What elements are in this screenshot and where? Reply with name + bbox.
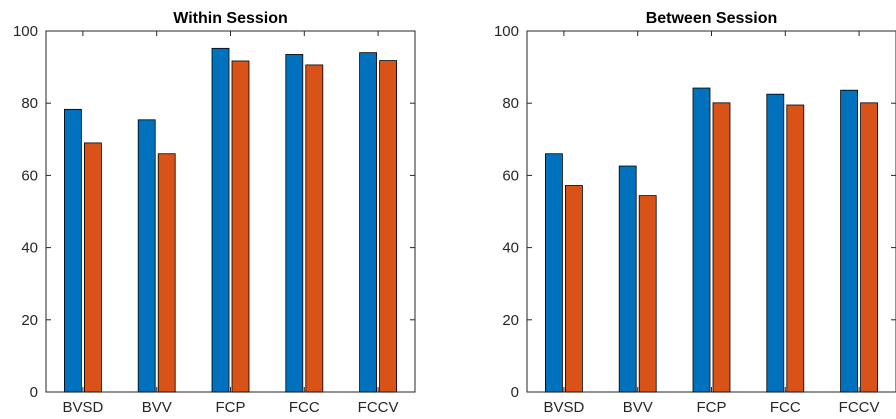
within-session-xtick-label: FCC <box>289 399 320 416</box>
within-session-xtick-label: BVSD <box>62 399 103 416</box>
within-session-bar-bvv-series-1 <box>137 119 156 393</box>
within-session-xtick-label: BVV <box>142 399 172 416</box>
between-session-bar-fcp-series-1 <box>692 87 711 393</box>
within-session-xtick-label: FCCV <box>358 399 399 416</box>
within-session-ytick-label: 100 <box>13 23 38 40</box>
between-session-xtick-label: BVV <box>623 399 653 416</box>
between-session-ytick-label: 40 <box>502 240 519 257</box>
within-session-bar-bvv-series-2 <box>157 153 176 393</box>
between-session-xtick-label: BVSD <box>543 399 584 416</box>
between-session-ytick-label: 20 <box>502 312 519 329</box>
between-session-bar-fcc-series-2 <box>786 104 805 393</box>
between-session-bar-fccv-series-1 <box>840 89 858 393</box>
between-session-bar-fcp-series-2 <box>712 102 731 393</box>
within-session-ytick-label: 40 <box>21 240 38 257</box>
within-session-xtick-label: FCP <box>216 399 246 416</box>
between-session-ytick-label: 80 <box>502 95 519 112</box>
within-session-bar-fccv-series-1 <box>359 52 378 393</box>
between-session-ytick-label: 100 <box>494 23 519 40</box>
within-session-title: Within Session <box>173 10 288 27</box>
within-session-bar-bvsd-series-1 <box>64 108 82 393</box>
within-session-ytick-label: 0 <box>30 384 38 401</box>
between-session-bar-fccv-series-2 <box>860 102 878 393</box>
within-session-bar-fcp-series-2 <box>231 60 250 393</box>
between-session-title: Between Session <box>646 10 778 27</box>
between-session-bar-fcc-series-1 <box>766 93 785 393</box>
within-session-bar-fcc-series-2 <box>305 64 324 393</box>
between-session-xtick-label: FCCV <box>839 399 880 416</box>
within-session-bar-bvsd-series-2 <box>84 142 102 393</box>
between-session-bar-bvsd-series-2 <box>565 185 583 393</box>
within-session-panel: Within Session 0 20 40 60 80 100 BVSD BVV FCP FCC F… <box>13 10 416 416</box>
within-session-ytick-label: 60 <box>21 167 38 184</box>
between-session-bar-bvv-series-2 <box>638 195 657 393</box>
within-session-bar-fccv-series-2 <box>379 60 398 393</box>
between-session-xtick-label: FCC <box>770 399 801 416</box>
within-session-ytick-label: 20 <box>21 312 38 329</box>
within-session-ytick-label: 80 <box>21 95 38 112</box>
between-session-bar-bvsd-series-1 <box>545 153 563 393</box>
between-session-ytick-label: 60 <box>502 167 519 184</box>
between-session-panel: Between Session 0 20 40 60 80 100 BVSD BVV FCP FCC… <box>494 10 896 416</box>
between-session-ytick-label: 0 <box>511 384 519 401</box>
between-session-bar-bvv-series-1 <box>618 165 637 393</box>
within-session-bar-fcp-series-1 <box>211 47 230 393</box>
within-session-bar-fcc-series-1 <box>285 54 304 393</box>
between-session-xtick-label: FCP <box>697 399 727 416</box>
